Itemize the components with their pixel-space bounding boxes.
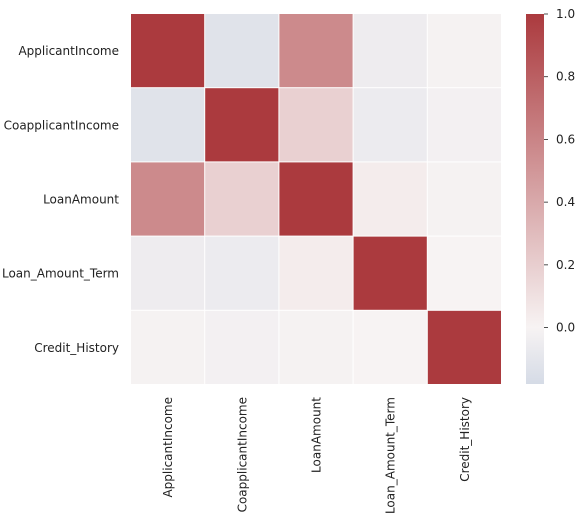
y-tick-label: ApplicantIncome xyxy=(18,44,119,58)
y-tick-label: Credit_History xyxy=(34,341,119,355)
heatmap-cell-LoanAmount-Credit_History xyxy=(427,162,501,236)
x-tick-label: LoanAmount xyxy=(310,397,324,473)
heatmap-cell-LoanAmount-CoapplicantIncome xyxy=(205,162,279,236)
heatmap-cell-LoanAmount-LoanAmount xyxy=(279,162,353,236)
x-tick-labels: ApplicantIncome CoapplicantIncome LoanAmou… xyxy=(161,397,472,514)
y-tick-label: CoapplicantIncome xyxy=(4,118,119,132)
colorbar-tick-label: 1.0 xyxy=(556,7,575,21)
heatmap-cell-Credit_History-Credit_History xyxy=(427,310,501,384)
heatmap-cell-Credit_History-CoapplicantIncome xyxy=(205,310,279,384)
y-tick-label: Loan_Amount_Term xyxy=(2,267,119,281)
colorbar xyxy=(526,14,544,384)
heatmap-cell-Loan_Amount_Term-LoanAmount xyxy=(279,236,353,310)
heatmap-cell-Loan_Amount_Term-CoapplicantIncome xyxy=(205,236,279,310)
heatmap-cell-ApplicantIncome-LoanAmount xyxy=(279,14,353,88)
heatmap-cell-CoapplicantIncome-Credit_History xyxy=(427,88,501,162)
heatmap-cell-ApplicantIncome-ApplicantIncome xyxy=(131,14,205,88)
heatmap-cell-LoanAmount-Loan_Amount_Term xyxy=(353,162,427,236)
heatmap-cell-ApplicantIncome-Loan_Amount_Term xyxy=(353,14,427,88)
heatmap-cells xyxy=(131,14,501,384)
colorbar-tick-label: 0.4 xyxy=(556,195,575,209)
heatmap-cell-LoanAmount-ApplicantIncome xyxy=(131,162,205,236)
heatmap-cell-Credit_History-ApplicantIncome xyxy=(131,310,205,384)
heatmap-cell-Credit_History-Loan_Amount_Term xyxy=(353,310,427,384)
heatmap-cell-CoapplicantIncome-Loan_Amount_Term xyxy=(353,88,427,162)
heatmap-cell-ApplicantIncome-CoapplicantIncome xyxy=(205,14,279,88)
colorbar-tick-label: 0.6 xyxy=(556,132,575,146)
y-tick-labels: ApplicantIncome CoapplicantIncome LoanAmou… xyxy=(2,44,119,355)
heatmap-cell-CoapplicantIncome-CoapplicantIncome xyxy=(205,88,279,162)
colorbar-ticks: 0.0 0.2 0.4 0.6 0.8 1.0 xyxy=(544,7,575,335)
y-tick-label: LoanAmount xyxy=(43,193,119,207)
heatmap-cell-CoapplicantIncome-ApplicantIncome xyxy=(131,88,205,162)
colorbar-tick-label: 0.2 xyxy=(556,258,575,272)
heatmap-cell-Credit_History-LoanAmount xyxy=(279,310,353,384)
heatmap-cell-CoapplicantIncome-LoanAmount xyxy=(279,88,353,162)
x-tick-label: Credit_History xyxy=(458,397,472,482)
heatmap-cell-Loan_Amount_Term-Credit_History xyxy=(427,236,501,310)
heatmap-cell-ApplicantIncome-Credit_History xyxy=(427,14,501,88)
x-tick-label: ApplicantIncome xyxy=(161,397,175,498)
colorbar-tick-label: 0.8 xyxy=(556,70,575,84)
x-tick-label: CoapplicantIncome xyxy=(235,397,249,512)
colorbar-tick-label: 0.0 xyxy=(556,321,575,335)
heatmap-cell-Loan_Amount_Term-ApplicantIncome xyxy=(131,236,205,310)
x-tick-label: Loan_Amount_Term xyxy=(384,397,398,514)
heatmap-cell-Loan_Amount_Term-Loan_Amount_Term xyxy=(353,236,427,310)
